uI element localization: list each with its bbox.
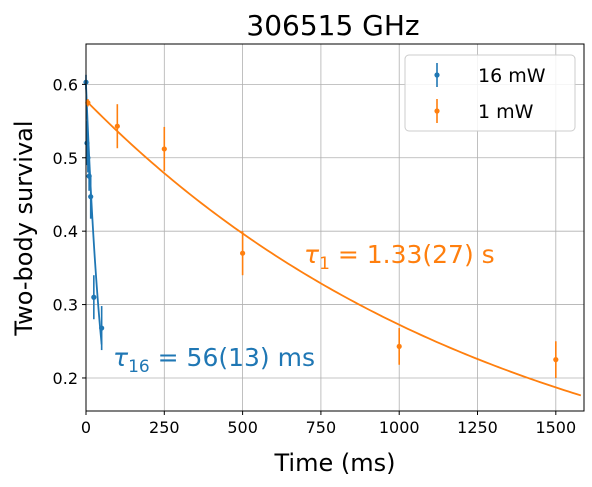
legend-label-1mw: 1 mW <box>478 101 534 123</box>
data-point <box>114 123 120 129</box>
y-tick-label: 0.2 <box>53 369 78 388</box>
x-tick-label: 750 <box>306 418 337 437</box>
y-tick-label: 0.3 <box>53 296 78 315</box>
y-tick-label: 0.4 <box>53 222 78 241</box>
legend-box <box>404 54 576 132</box>
legend-label-16mw: 16 mW <box>478 65 546 87</box>
series-layer <box>83 74 582 397</box>
y-tick-label: 0.5 <box>53 149 78 168</box>
chart-title: 306515 GHz <box>246 9 419 42</box>
data-point <box>85 155 91 161</box>
annotation-tau-16: τ16 = 56(13) ms <box>113 343 315 377</box>
y-tick-label: 0.6 <box>53 75 78 94</box>
annotation-tau-1-value: = 1.33(27) s <box>330 240 495 269</box>
data-point <box>396 343 402 350</box>
data-point <box>91 294 97 300</box>
fit-curve <box>85 99 582 397</box>
data-point <box>99 325 105 331</box>
data-point <box>553 357 559 363</box>
x-tick-label: 1500 <box>535 418 576 437</box>
series-1 <box>85 99 582 397</box>
annotation-tau-16-symbol: τ <box>113 343 129 372</box>
legend-marker-16mw <box>434 72 440 78</box>
ticks: 0 250 500 750 1000 1250 1500 0.2 0.3 0.4 0.5 0.6 <box>53 75 577 437</box>
annotation-tau-1-sub: 1 <box>319 254 330 274</box>
legend: 16 mW 1 mW <box>404 54 576 132</box>
annotation-tau-16-value: = 56(13) ms <box>150 343 315 372</box>
x-tick-label: 1000 <box>379 418 420 437</box>
x-axis-label: Time (ms) <box>274 449 396 477</box>
x-tick-label: 500 <box>227 418 258 437</box>
plot-frame <box>85 43 585 412</box>
annotation-tau-1: τ1 = 1.33(27) s <box>304 240 495 274</box>
data-point <box>240 250 246 256</box>
x-tick-label: 250 <box>149 418 180 437</box>
data-point <box>88 194 94 200</box>
data-point <box>84 140 90 146</box>
legend-marker-1mw <box>434 108 440 114</box>
annotation-tau-1-symbol: τ <box>304 240 320 269</box>
data-point <box>161 146 167 152</box>
x-tick-label: 0 <box>81 418 91 437</box>
annotation-tau-16-sub: 16 <box>128 357 150 377</box>
data-point <box>85 100 91 106</box>
x-tick-label: 1250 <box>457 418 498 437</box>
y-axis-label: Two-body survival <box>10 120 38 336</box>
